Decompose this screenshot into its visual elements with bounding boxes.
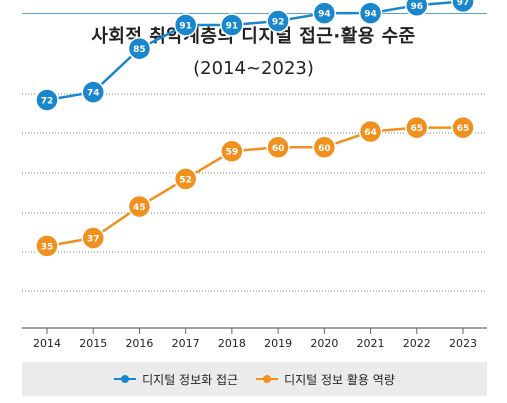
data-point — [266, 135, 290, 160]
data-point — [312, 1, 337, 25]
legend-item-access: 디지털 정보화 접근 — [114, 371, 238, 388]
data-label: 72 — [41, 96, 54, 106]
legend-swatch-usage — [256, 374, 279, 384]
x-tick-label: 2015 — [79, 337, 107, 350]
legend-bar: 디지털 정보화 접근 디지털 정보 활용 역량 — [22, 362, 487, 396]
data-label: 97 — [457, 0, 470, 8]
chart-subtitle: (2014~2023) — [193, 58, 314, 79]
data-point — [405, 0, 429, 18]
x-tick-label: 2017 — [172, 337, 200, 350]
data-label: 65 — [411, 124, 424, 134]
data-label: 59 — [226, 148, 239, 158]
data-point — [173, 167, 198, 191]
legend: 디지털 정보화 접근 디지털 정보 활용 역량 — [22, 362, 487, 396]
data-label: 94 — [364, 10, 377, 20]
x-tick-label: 2019 — [264, 337, 292, 350]
data-label: 37 — [87, 235, 100, 245]
x-tick-label: 2021 — [357, 337, 385, 350]
data-label: 91 — [226, 22, 239, 32]
data-point — [173, 13, 198, 37]
legend-label-access: 디지털 정보화 접근 — [142, 372, 239, 387]
series-line-0 — [46, 0, 464, 102]
x-tick-label: 2022 — [403, 337, 431, 350]
top-rule — [22, 13, 487, 14]
data-point — [35, 88, 59, 112]
data-label: 65 — [457, 124, 470, 134]
data-label: 60 — [272, 144, 285, 154]
data-point — [220, 139, 244, 163]
data-point — [220, 13, 244, 37]
data-label: 85 — [133, 45, 146, 55]
data-label: 94 — [318, 10, 331, 20]
data-label: 52 — [179, 175, 192, 185]
data-point — [127, 36, 152, 61]
x-tick-label: 2016 — [125, 337, 153, 350]
data-point — [358, 119, 383, 144]
data-point — [312, 135, 337, 160]
data-label: 74 — [87, 89, 100, 99]
data-label: 92 — [272, 18, 285, 28]
data-label: 45 — [133, 203, 146, 213]
data-point — [35, 234, 59, 258]
data-label: 35 — [41, 242, 54, 252]
x-tick-label: 2023 — [449, 337, 477, 350]
series-line-1 — [46, 126, 463, 248]
legend-label-usage: 디지털 정보 활용 역량 — [284, 372, 395, 387]
data-point — [81, 226, 105, 250]
data-point — [127, 194, 152, 219]
data-label: 60 — [318, 144, 331, 154]
data-label: 91 — [179, 22, 192, 32]
data-label: 64 — [364, 128, 377, 138]
data-point — [405, 115, 429, 140]
legend-swatch-access — [114, 374, 137, 384]
x-tick-label: 2014 — [33, 337, 61, 350]
data-point — [266, 9, 290, 33]
data-point — [451, 0, 475, 14]
legend-item-usage: 디지털 정보 활용 역량 — [256, 371, 395, 388]
data-point — [81, 80, 105, 104]
x-tick-label: 2020 — [310, 337, 338, 350]
data-point — [451, 115, 475, 140]
data-label: 96 — [411, 2, 424, 12]
data-point — [358, 1, 383, 25]
x-tick-label: 2018 — [218, 337, 246, 350]
